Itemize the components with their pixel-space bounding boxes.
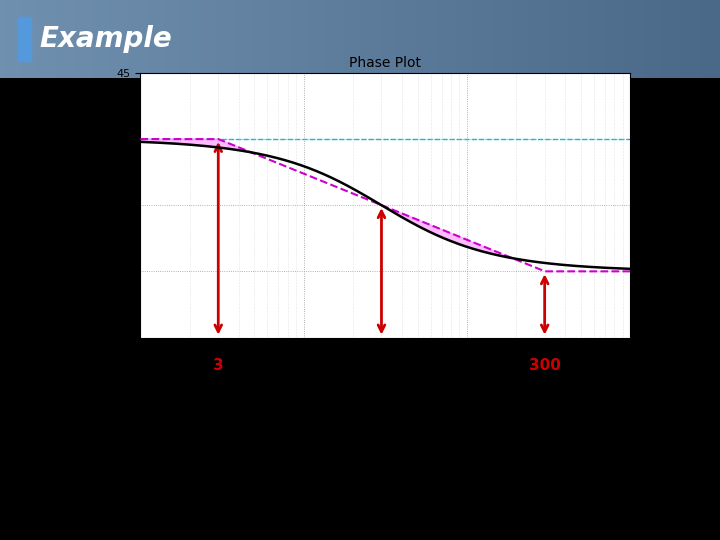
Title: Phase Plot: Phase Plot bbox=[349, 56, 421, 70]
Y-axis label: Phase - degrees: Phase - degrees bbox=[82, 155, 95, 255]
Text: 300: 300 bbox=[528, 358, 561, 373]
Text: 3: 3 bbox=[213, 358, 224, 373]
Bar bbox=[18, 17, 31, 61]
X-axis label: Frequency - ω, rad-sec⁻¹: Frequency - ω, rad-sec⁻¹ bbox=[308, 369, 462, 382]
Text: The phase is 0 degrees up to 1/10 the break frequency (3
rad/sec) then drops lin: The phase is 0 degrees up to 1/10 the br… bbox=[18, 438, 615, 509]
Text: Example: Example bbox=[40, 25, 172, 53]
